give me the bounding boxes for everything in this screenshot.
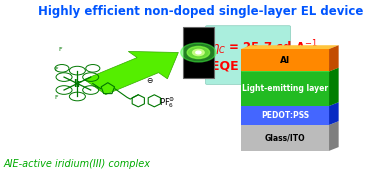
Polygon shape bbox=[241, 68, 339, 72]
Text: PEDOT:PSS: PEDOT:PSS bbox=[261, 111, 309, 120]
Circle shape bbox=[193, 49, 204, 56]
Text: F: F bbox=[54, 95, 58, 100]
Text: Glass/ITO: Glass/ITO bbox=[265, 133, 305, 143]
Circle shape bbox=[196, 51, 201, 54]
Circle shape bbox=[187, 46, 210, 58]
Text: EQE = 7.6%: EQE = 7.6% bbox=[211, 59, 293, 72]
Polygon shape bbox=[329, 102, 339, 125]
Polygon shape bbox=[241, 106, 329, 125]
Text: Ir: Ir bbox=[73, 78, 82, 89]
Polygon shape bbox=[241, 102, 339, 106]
Bar bbox=[183, 27, 214, 78]
Polygon shape bbox=[241, 45, 339, 49]
Polygon shape bbox=[84, 52, 178, 94]
Text: PF$_6^{\ominus}$: PF$_6^{\ominus}$ bbox=[159, 97, 175, 112]
Text: F: F bbox=[58, 46, 62, 52]
Polygon shape bbox=[329, 45, 339, 72]
Polygon shape bbox=[329, 68, 339, 106]
Polygon shape bbox=[241, 121, 339, 125]
Polygon shape bbox=[241, 125, 329, 151]
Polygon shape bbox=[241, 72, 329, 106]
Circle shape bbox=[181, 43, 216, 62]
Text: $\eta_C$ = 25.7 cd A$^{-1}$: $\eta_C$ = 25.7 cd A$^{-1}$ bbox=[211, 39, 318, 58]
Text: AIE-active iridium(III) complex: AIE-active iridium(III) complex bbox=[4, 159, 151, 169]
Polygon shape bbox=[329, 121, 339, 151]
Text: Light-emitting layer: Light-emitting layer bbox=[242, 84, 328, 93]
Text: $\ominus$: $\ominus$ bbox=[146, 76, 153, 85]
FancyBboxPatch shape bbox=[206, 26, 291, 84]
Text: F: F bbox=[54, 67, 58, 72]
Polygon shape bbox=[241, 49, 329, 72]
Text: Al: Al bbox=[280, 56, 290, 65]
Text: Highly efficient non-doped single-layer EL device: Highly efficient non-doped single-layer … bbox=[38, 5, 364, 18]
